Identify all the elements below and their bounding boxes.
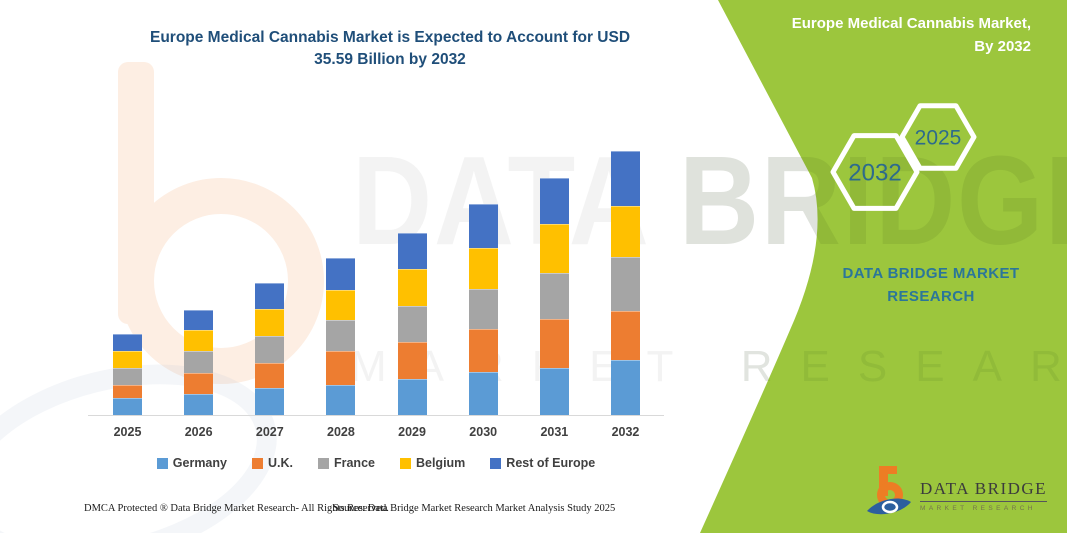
bar-segment-belgium [397,269,427,306]
bar-segment-u-k- [255,363,285,388]
legend-item-germany: Germany [156,456,227,470]
bar-segment-u-k- [468,329,498,372]
bar-segment-germany [610,360,640,415]
bar-segment-u-k- [184,373,214,395]
bar-segment-germany [326,385,356,415]
bar-2025 [113,334,142,415]
bar-segment-rest-of-europe [326,257,356,291]
x-axis-label-2025: 2025 [113,425,142,439]
bar-segment-u-k- [610,311,640,361]
bar-segment-germany [255,387,285,415]
x-axis-labels: 2025 2026 2027 2028 2029 2030 2031 2032 [113,425,640,439]
panel-heading: Europe Medical Cannabis Market, By 2032 [792,12,1031,59]
x-axis-label-2030: 2030 [469,425,498,439]
footer-dmca-text: DMCA Protected ® Data Bridge Market Rese… [84,503,389,514]
hexagon-2032-label: 2032 [848,159,901,186]
x-axis-label-2029: 2029 [398,425,426,439]
dbmr-logo-icon [867,466,911,515]
bar-segment-france [255,336,285,363]
x-axis-label-2032: 2032 [611,425,640,439]
bar-2027 [255,282,285,415]
bar-2031 [539,178,569,415]
bar-segment-germany [113,397,142,415]
bar-segment-rest-of-europe [539,178,569,225]
panel-brand-line1: DATA BRIDGE MARKET [842,265,1020,282]
bar-segment-belgium [326,290,356,321]
bar-segment-u-k- [326,351,356,386]
bar-2029 [397,233,427,415]
bar-segment-germany [539,367,569,415]
bar-segment-belgium [255,308,285,337]
bar-segment-france [610,256,640,312]
bar-segment-germany [184,394,214,415]
legend-item-rest-of-europe: Rest of Europe [490,456,595,470]
company-logo: DATA BRIDGE MARKET RESEARCH [866,464,1048,518]
bar-segment-rest-of-europe [397,233,427,270]
bar-2030 [468,204,498,415]
bar-segment-france [184,351,214,374]
bar-segment-belgium [539,224,569,273]
bar-segment-germany [397,378,427,415]
panel-heading-line2: By 2032 [974,38,1031,56]
legend-label: Germany [172,456,227,470]
bar-segment-france [539,272,569,320]
panel-brand-line2: RESEARCH [887,288,975,306]
bar-segment-france [468,288,498,329]
bar-chart [113,150,640,415]
legend-swatch-icon [490,457,502,469]
legend-item-france: France [317,456,375,470]
year-hexagons: 2032 2025 [830,103,977,211]
chart-title: Europe Medical Cannabis Market is Expect… [149,29,631,69]
bar-segment-france [397,305,427,343]
bar-segment-belgium [468,248,498,289]
bar-segment-belgium [610,205,640,257]
x-axis-label-2031: 2031 [540,425,569,439]
bar-segment-rest-of-europe [255,282,285,309]
bar-2028 [326,257,356,415]
bar-2026 [184,310,214,415]
x-axis-line [88,415,664,416]
legend-item-u-k-: U.K. [251,456,293,470]
x-axis-label-2028: 2028 [327,425,355,439]
bar-segment-rest-of-europe [113,334,142,352]
bar-segment-rest-of-europe [468,204,498,249]
bar-segment-germany [468,372,498,415]
legend-swatch-icon [399,457,411,469]
chart-legend: Germany U.K. France Belgium Rest of Europe [90,456,662,470]
bar-segment-france [113,368,142,385]
bar-segment-belgium [113,351,142,369]
logo-name: DATA BRIDGE [920,479,1048,502]
legend-label: Rest of Europe [506,456,596,470]
legend-label: France [333,456,375,470]
legend-swatch-icon [317,457,329,469]
x-axis-label-2026: 2026 [184,425,213,439]
x-axis-label-2027: 2027 [255,425,284,439]
panel-heading-line1: Europe Medical Cannabis Market, [791,15,1031,32]
hexagon-2025-label: 2025 [915,126,962,149]
bar-segment-u-k- [113,384,142,398]
legend-swatch-icon [251,457,263,469]
legend-item-belgium: Belgium [399,456,466,470]
footer-source-text: Source: Data Bridge Market Research Mark… [333,503,616,514]
legend-label: U.K. [267,456,293,470]
bar-segment-france [326,320,356,352]
logo-text: DATA BRIDGE MARKET RESEARCH [920,479,1048,518]
logo-subtitle: MARKET RESEARCH [920,505,1036,512]
bar-segment-rest-of-europe [610,150,640,206]
bar-segment-rest-of-europe [184,310,214,331]
legend-label: Belgium [415,456,466,470]
bar-2032 [610,150,640,415]
bar-segment-u-k- [539,319,569,368]
bar-segment-u-k- [397,342,427,379]
bar-segment-belgium [184,330,214,352]
legend-swatch-icon [156,457,168,469]
panel-brand-text: DATA BRIDGE MARKET RESEARCH [812,262,1050,309]
